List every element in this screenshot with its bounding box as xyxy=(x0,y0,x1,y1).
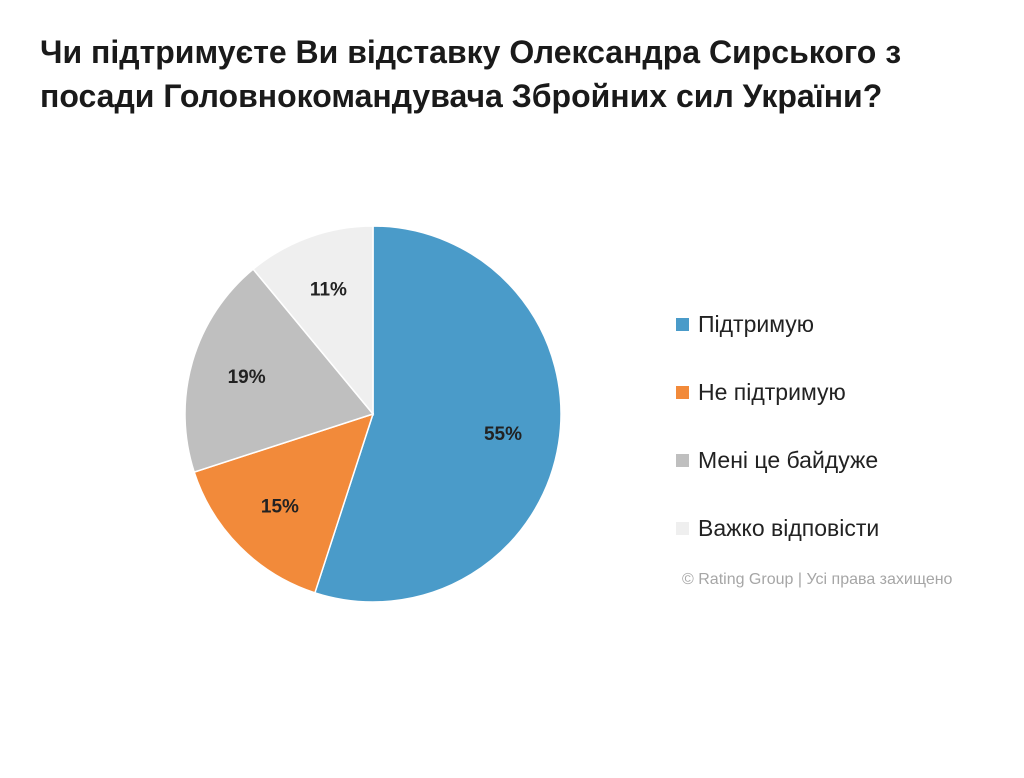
chart-title-line-1: Чи підтримуєте Ви відставку Олександра С… xyxy=(40,34,902,70)
legend-label-ne-pidtrymuyu: Не підтримую xyxy=(698,378,846,405)
legend-swatch-bayduzhe xyxy=(676,453,689,467)
pie-slice-3 xyxy=(252,225,374,417)
copyright-text: © Rating Group | Усі права захищено xyxy=(682,571,953,588)
pie-data-label-2: 19% xyxy=(228,367,266,388)
legend-swatch-pidtrymuyu xyxy=(676,317,689,331)
legend-item-pidtrymuyu: Підтримую xyxy=(676,290,879,358)
pie-data-label-1: 15% xyxy=(261,497,299,518)
legend-swatch-vazhko-vidpovisty xyxy=(676,521,689,535)
chart-title-line-2: посади Головнокомандувача Збройних сил У… xyxy=(40,78,883,114)
legend-label-bayduzhe: Мені це байдуже xyxy=(698,446,879,473)
pie-data-label-0: 55% xyxy=(484,424,522,445)
legend-label-vazhko-vidpovisty: Важко відповісти xyxy=(698,514,880,541)
legend: Підтримую Не підтримую Мені це байдуже В… xyxy=(676,290,879,562)
pie-data-labels: 55% 15% 19% 11% xyxy=(228,280,522,518)
legend-item-bayduzhe: Мені це байдуже xyxy=(676,426,879,494)
legend-label-pidtrymuyu: Підтримую xyxy=(698,310,815,337)
legend-swatch-ne-pidtrymuyu xyxy=(676,385,689,399)
pie-slice-2 xyxy=(184,268,375,474)
pie-slices xyxy=(184,225,562,603)
pie-slice-0 xyxy=(313,225,562,603)
legend-item-vazhko-vidpovisty: Важко відповісти xyxy=(676,494,879,562)
legend-item-ne-pidtrymuyu: Не підтримую xyxy=(676,358,879,426)
pie-slice-1 xyxy=(193,412,375,594)
chart-title: Чи підтримуєте Ви відставку Олександра С… xyxy=(40,30,1000,118)
pie-data-label-3: 11% xyxy=(310,280,347,301)
